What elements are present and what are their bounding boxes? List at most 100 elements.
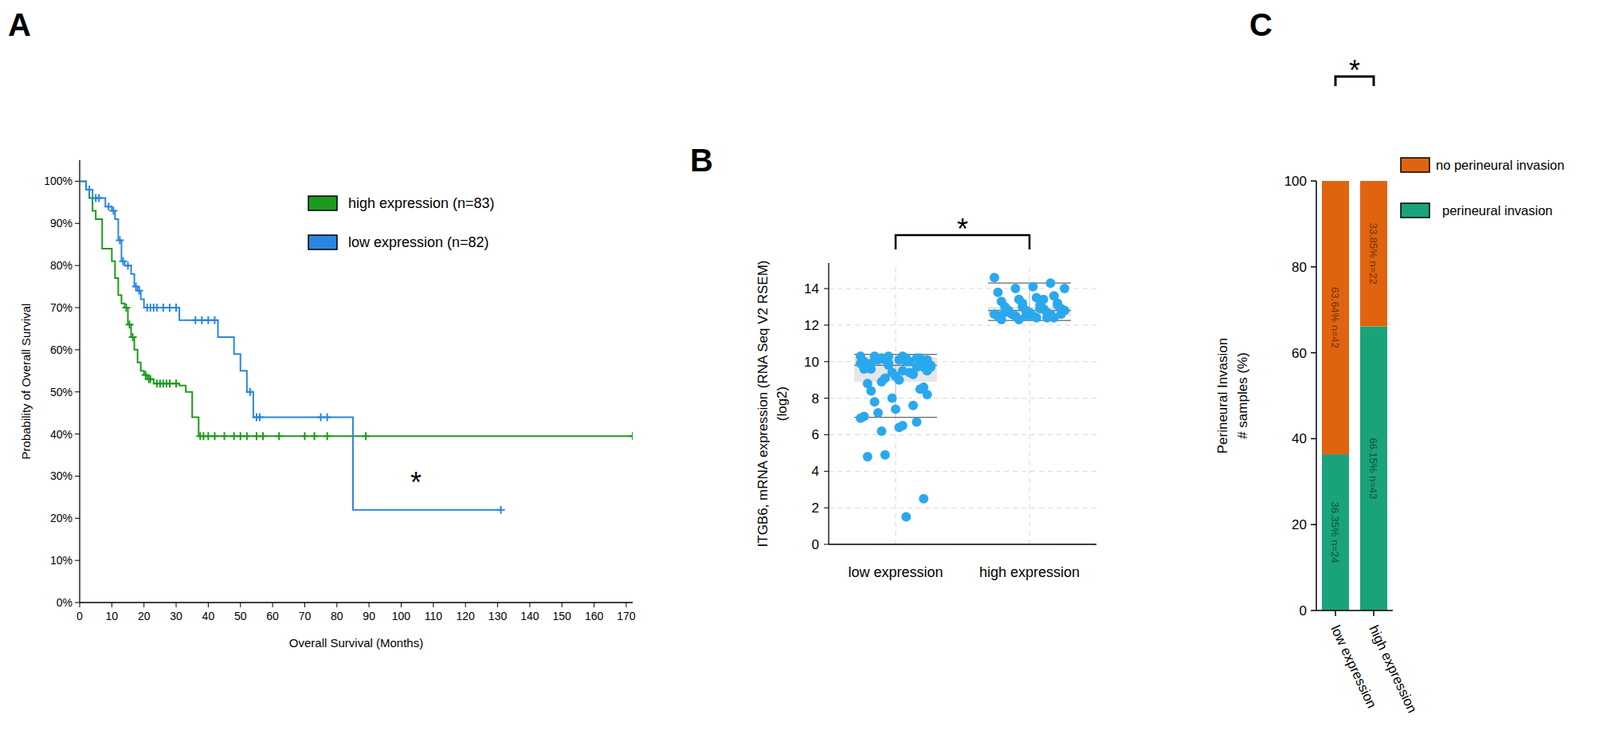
x-tick xyxy=(304,602,306,608)
plot-area xyxy=(854,272,1071,522)
censor-mark xyxy=(115,235,124,244)
y-tick-label: 80 xyxy=(1291,259,1307,275)
data-label: 36.35% n=24 xyxy=(1329,501,1342,564)
y-tick-label: 0 xyxy=(1299,603,1307,619)
data-point xyxy=(1042,313,1052,323)
censor-mark xyxy=(124,261,133,270)
y-tick-label: 100 xyxy=(1284,173,1307,189)
survival-curve xyxy=(79,180,502,510)
grid-line xyxy=(828,544,1097,546)
data-point xyxy=(880,450,891,460)
y-tick-label: 0% xyxy=(56,596,73,609)
panel-c: C36.35% n=2463.64% n=4266.15% n=4333.85%… xyxy=(1215,7,1565,716)
data-point xyxy=(862,451,873,462)
y-tick-label: 30% xyxy=(50,469,73,483)
y-tick-label: 0 xyxy=(811,537,820,553)
x-tick-label: low expression xyxy=(847,564,943,581)
censor-mark xyxy=(104,202,113,211)
x-tick-label: 120 xyxy=(456,609,476,623)
grid-line xyxy=(828,288,1097,290)
data-point xyxy=(1039,294,1049,305)
y-tick-label: 20 xyxy=(1291,517,1307,533)
y-tick xyxy=(74,560,80,561)
x-tick-label: 70 xyxy=(298,609,312,623)
censor-mark xyxy=(300,431,309,440)
y-tick-label: 10% xyxy=(50,553,73,567)
y-tick-label: 20% xyxy=(50,511,73,525)
data-point xyxy=(1017,298,1028,308)
y-tick xyxy=(1310,180,1317,182)
x-tick xyxy=(497,602,499,608)
y-axis xyxy=(827,262,829,545)
x-tick xyxy=(272,602,274,608)
data-point xyxy=(1056,309,1067,319)
legend-swatch xyxy=(1400,203,1430,218)
x-tick-label: 150 xyxy=(552,609,573,623)
data-point xyxy=(992,287,1003,298)
grid-line-x xyxy=(895,262,897,545)
x-tick xyxy=(529,602,530,608)
y-tick-label: 100% xyxy=(43,174,73,188)
censor-mark xyxy=(497,505,506,514)
data-point xyxy=(1031,313,1042,323)
censor-mark xyxy=(109,206,118,215)
data-point xyxy=(880,372,891,383)
censor-mark xyxy=(94,194,103,203)
data-point xyxy=(1045,278,1055,288)
panel-letter: C xyxy=(1249,7,1273,43)
censor-mark xyxy=(323,431,332,440)
x-tick-label: 100 xyxy=(392,609,412,623)
grid-line xyxy=(828,324,1097,326)
censor-mark xyxy=(118,257,127,266)
panel-b: B02468101214low expressionhigh expressio… xyxy=(690,142,1097,581)
x-tick xyxy=(593,602,595,608)
censor-mark xyxy=(146,375,155,384)
data-point xyxy=(870,396,880,407)
x-tick xyxy=(368,602,370,608)
x-tick xyxy=(561,602,563,608)
data-label: 33.85% n=22 xyxy=(1367,223,1380,285)
y-tick xyxy=(74,391,80,393)
x-tick-label: 80 xyxy=(330,609,344,623)
y-tick xyxy=(1310,266,1317,268)
y-tick-label: 2 xyxy=(811,500,820,516)
y-axis-label: (log2) xyxy=(774,386,790,421)
y-axis-label: # samples (%) xyxy=(1235,352,1251,440)
y-tick-label: 90% xyxy=(50,216,73,230)
censor-mark xyxy=(361,431,370,440)
censor-mark xyxy=(255,412,264,421)
censor-mark xyxy=(125,320,134,329)
y-tick xyxy=(1310,609,1317,612)
y-tick xyxy=(1310,523,1317,526)
y-tick-label: 70% xyxy=(50,301,73,314)
x-axis xyxy=(79,601,633,603)
y-tick-label: 10 xyxy=(803,354,820,370)
x-tick-label: 0 xyxy=(76,609,83,623)
data-point xyxy=(1021,310,1032,321)
x-tick xyxy=(111,602,113,608)
x-tick xyxy=(625,602,627,608)
data-point xyxy=(1003,305,1014,316)
legend-swatch xyxy=(1400,157,1430,173)
censor-mark xyxy=(323,412,332,421)
data-label: 66.15% n=43 xyxy=(1367,437,1380,499)
plot-area xyxy=(79,180,633,514)
x-tick-label: 160 xyxy=(584,609,604,623)
y-tick xyxy=(1310,438,1317,440)
x-tick-label: high expression xyxy=(979,564,1080,581)
whisker-cap-high xyxy=(988,282,1071,284)
grid-line xyxy=(828,470,1097,472)
x-tick-label: 140 xyxy=(520,609,540,623)
y-tick xyxy=(823,397,829,399)
grid-line xyxy=(828,434,1097,436)
censor-mark xyxy=(258,431,267,440)
significance-star: * xyxy=(410,466,422,499)
x-tick xyxy=(79,602,81,608)
x-tick xyxy=(336,602,338,608)
legend-label: no perineural invasion xyxy=(1435,157,1565,173)
y-tick xyxy=(74,475,80,477)
data-point xyxy=(858,411,869,422)
y-axis-label: Probability of Overall Survival xyxy=(19,303,33,460)
x-axis-label: Overall Survival (Months) xyxy=(289,635,424,650)
censor-mark xyxy=(274,431,283,440)
